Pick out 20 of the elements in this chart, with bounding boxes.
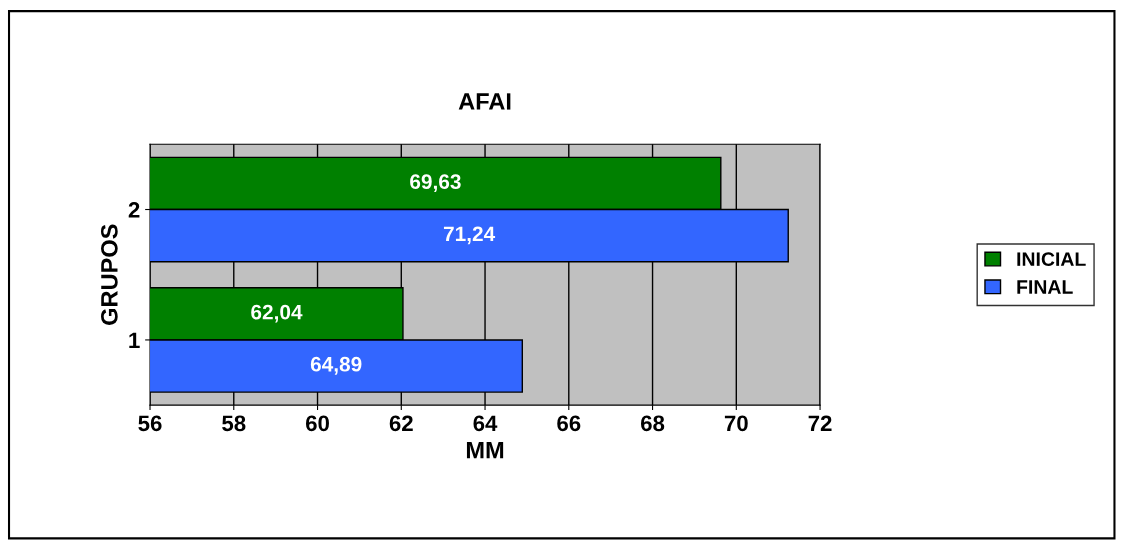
x-tick-label: 58 [222,415,246,432]
x-tick-label: 66 [557,415,581,432]
data-label: 62,04 [251,304,303,323]
chart-title: AFAI [458,93,511,110]
y-axis-title: GRUPOS [101,224,118,325]
legend-label: INICIAL [1017,252,1086,267]
x-tick-label: 68 [641,415,665,432]
x-tick-label: 72 [808,415,832,431]
x-axis-title: MM [466,442,504,459]
x-tick-label: 62 [389,415,413,432]
data-label: 69,63 [410,174,461,193]
x-tick-label: 64 [473,415,498,432]
x-tick-label: 60 [305,415,329,432]
data-label: 64,89 [310,356,362,375]
y-tick-label: 2 [128,202,140,218]
legend-label: FINAL [1017,280,1073,294]
y-tick-label: 1 [129,332,140,348]
x-tick-label: 70 [724,415,748,432]
x-tick-label: 56 [138,415,162,432]
data-label: 71,24 [443,226,496,245]
